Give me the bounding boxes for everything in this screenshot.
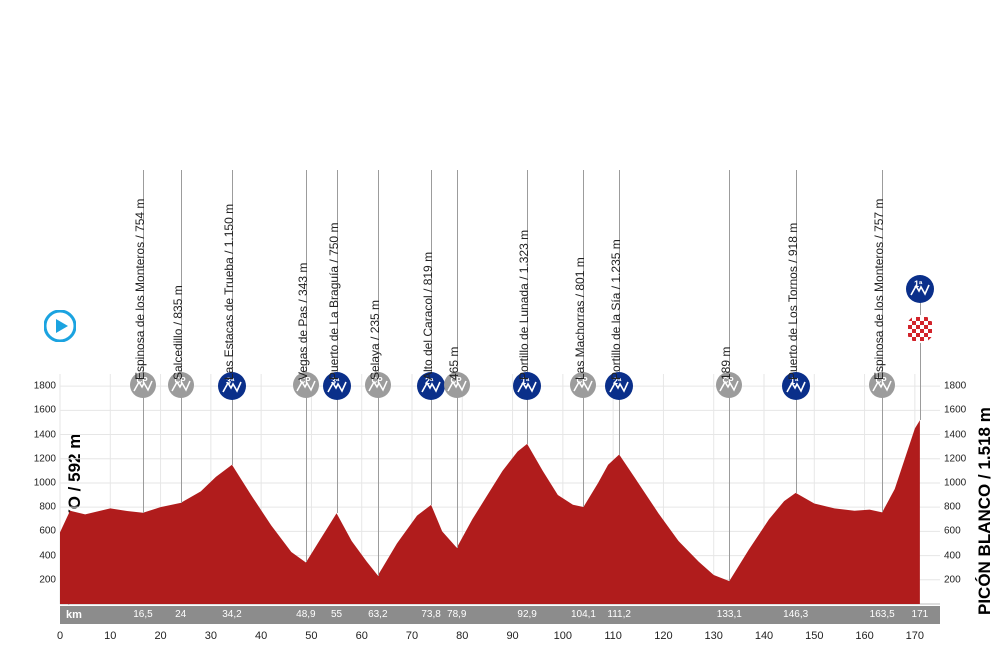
y-tick-label: 800 bbox=[39, 502, 56, 513]
pin-label: Espinosa de los Monteros / 757 m bbox=[872, 199, 886, 380]
x-tick-label: 140 bbox=[755, 630, 773, 642]
x-tick-label: 50 bbox=[305, 630, 317, 642]
x-tick-label: 30 bbox=[205, 630, 217, 642]
pin-label: Vegas de Pas / 343 m bbox=[296, 263, 310, 380]
x-tick-label: 90 bbox=[506, 630, 518, 642]
x-tick-label: 170 bbox=[906, 630, 924, 642]
pin-label: Espinosa de los Monteros / 754 m bbox=[133, 199, 147, 380]
km-bar-tick: 78,9 bbox=[447, 609, 466, 620]
finish-category-badge: 1ª bbox=[906, 275, 934, 303]
svg-text:1ª: 1ª bbox=[914, 279, 923, 289]
km-bar-label: km bbox=[60, 609, 82, 621]
y-tick-label: 1400 bbox=[944, 429, 966, 440]
pin-label: Selaya / 235 m bbox=[368, 300, 382, 380]
km-bar-tick: 34,2 bbox=[222, 609, 241, 620]
y-tick-label: 1200 bbox=[34, 453, 56, 464]
y-tick-label: 200 bbox=[39, 574, 56, 585]
pin-label: Las Estacas de Trueba / 1.150 m bbox=[222, 204, 236, 380]
km-bar-tick: 92,9 bbox=[517, 609, 536, 620]
km-bar-tick: 163,5 bbox=[870, 609, 895, 620]
y-tick-label: 1200 bbox=[944, 453, 966, 464]
pin-label: 189 m bbox=[719, 347, 733, 380]
km-bar-tick: 16,5 bbox=[133, 609, 152, 620]
pin-label: Portillo de Lunada / 1.323 m bbox=[517, 230, 531, 380]
x-tick-label: 40 bbox=[255, 630, 267, 642]
x-tick-label: 150 bbox=[805, 630, 823, 642]
km-bar-tick: 24 bbox=[175, 609, 186, 620]
y-tick-label: 1600 bbox=[34, 405, 56, 416]
x-tick-label: 130 bbox=[705, 630, 723, 642]
x-tick-label: 110 bbox=[604, 630, 622, 642]
x-tick-label: 100 bbox=[554, 630, 572, 642]
y-tick-label: 1800 bbox=[34, 381, 56, 392]
y-tick-label: 1000 bbox=[34, 477, 56, 488]
y-tick-label: 400 bbox=[944, 550, 961, 561]
finish-checker-icon bbox=[906, 315, 934, 343]
y-tick-label: 600 bbox=[944, 526, 961, 537]
km-bar-tick: 146,3 bbox=[783, 609, 808, 620]
pin-label: Puerto de Los Tornos / 918 m bbox=[786, 223, 800, 380]
start-icon bbox=[44, 310, 76, 342]
y-tick-label: 1400 bbox=[34, 429, 56, 440]
x-tick-label: 60 bbox=[356, 630, 368, 642]
pin-label: Las Machorras / 801 m bbox=[573, 257, 587, 380]
km-bar-tick: 48,9 bbox=[296, 609, 315, 620]
pin-label: Portillo de la Sía / 1.235 m bbox=[609, 239, 623, 380]
y-tick-label: 1000 bbox=[944, 477, 966, 488]
pin-label: Salcedillo / 835 m bbox=[171, 285, 185, 380]
x-tick-label: 80 bbox=[456, 630, 468, 642]
x-tick-label: 0 bbox=[57, 630, 63, 642]
km-bar-tick: 104,1 bbox=[571, 609, 596, 620]
km-bar-tick: 73,8 bbox=[421, 609, 440, 620]
x-tick-label: 20 bbox=[154, 630, 166, 642]
stage-profile-chart: VILLARCAYO / 592 m PICÓN BLANCO / 1.518 … bbox=[0, 0, 1000, 666]
km-bar-tick: 171 bbox=[912, 609, 929, 620]
pin-label: Alto del Caracol / 819 m bbox=[421, 252, 435, 380]
pin-label: 465 m bbox=[447, 347, 461, 380]
y-tick-label: 600 bbox=[39, 526, 56, 537]
pin-label: Puerto de La Braguía / 750 m bbox=[327, 223, 341, 380]
y-tick-label: 1800 bbox=[944, 381, 966, 392]
km-bar-tick: 55 bbox=[331, 609, 342, 620]
y-tick-label: 200 bbox=[944, 574, 961, 585]
x-tick-label: 10 bbox=[104, 630, 116, 642]
km-bar-tick: 63,2 bbox=[368, 609, 387, 620]
km-bar-tick: 111,2 bbox=[607, 609, 631, 620]
x-tick-label: 120 bbox=[654, 630, 672, 642]
y-tick-label: 800 bbox=[944, 502, 961, 513]
x-tick-label: 160 bbox=[855, 630, 873, 642]
km-bar-tick: 133,1 bbox=[717, 609, 742, 620]
y-tick-label: 1600 bbox=[944, 405, 966, 416]
elevation-profile-svg bbox=[0, 0, 1000, 666]
y-tick-label: 400 bbox=[39, 550, 56, 561]
x-tick-label: 70 bbox=[406, 630, 418, 642]
